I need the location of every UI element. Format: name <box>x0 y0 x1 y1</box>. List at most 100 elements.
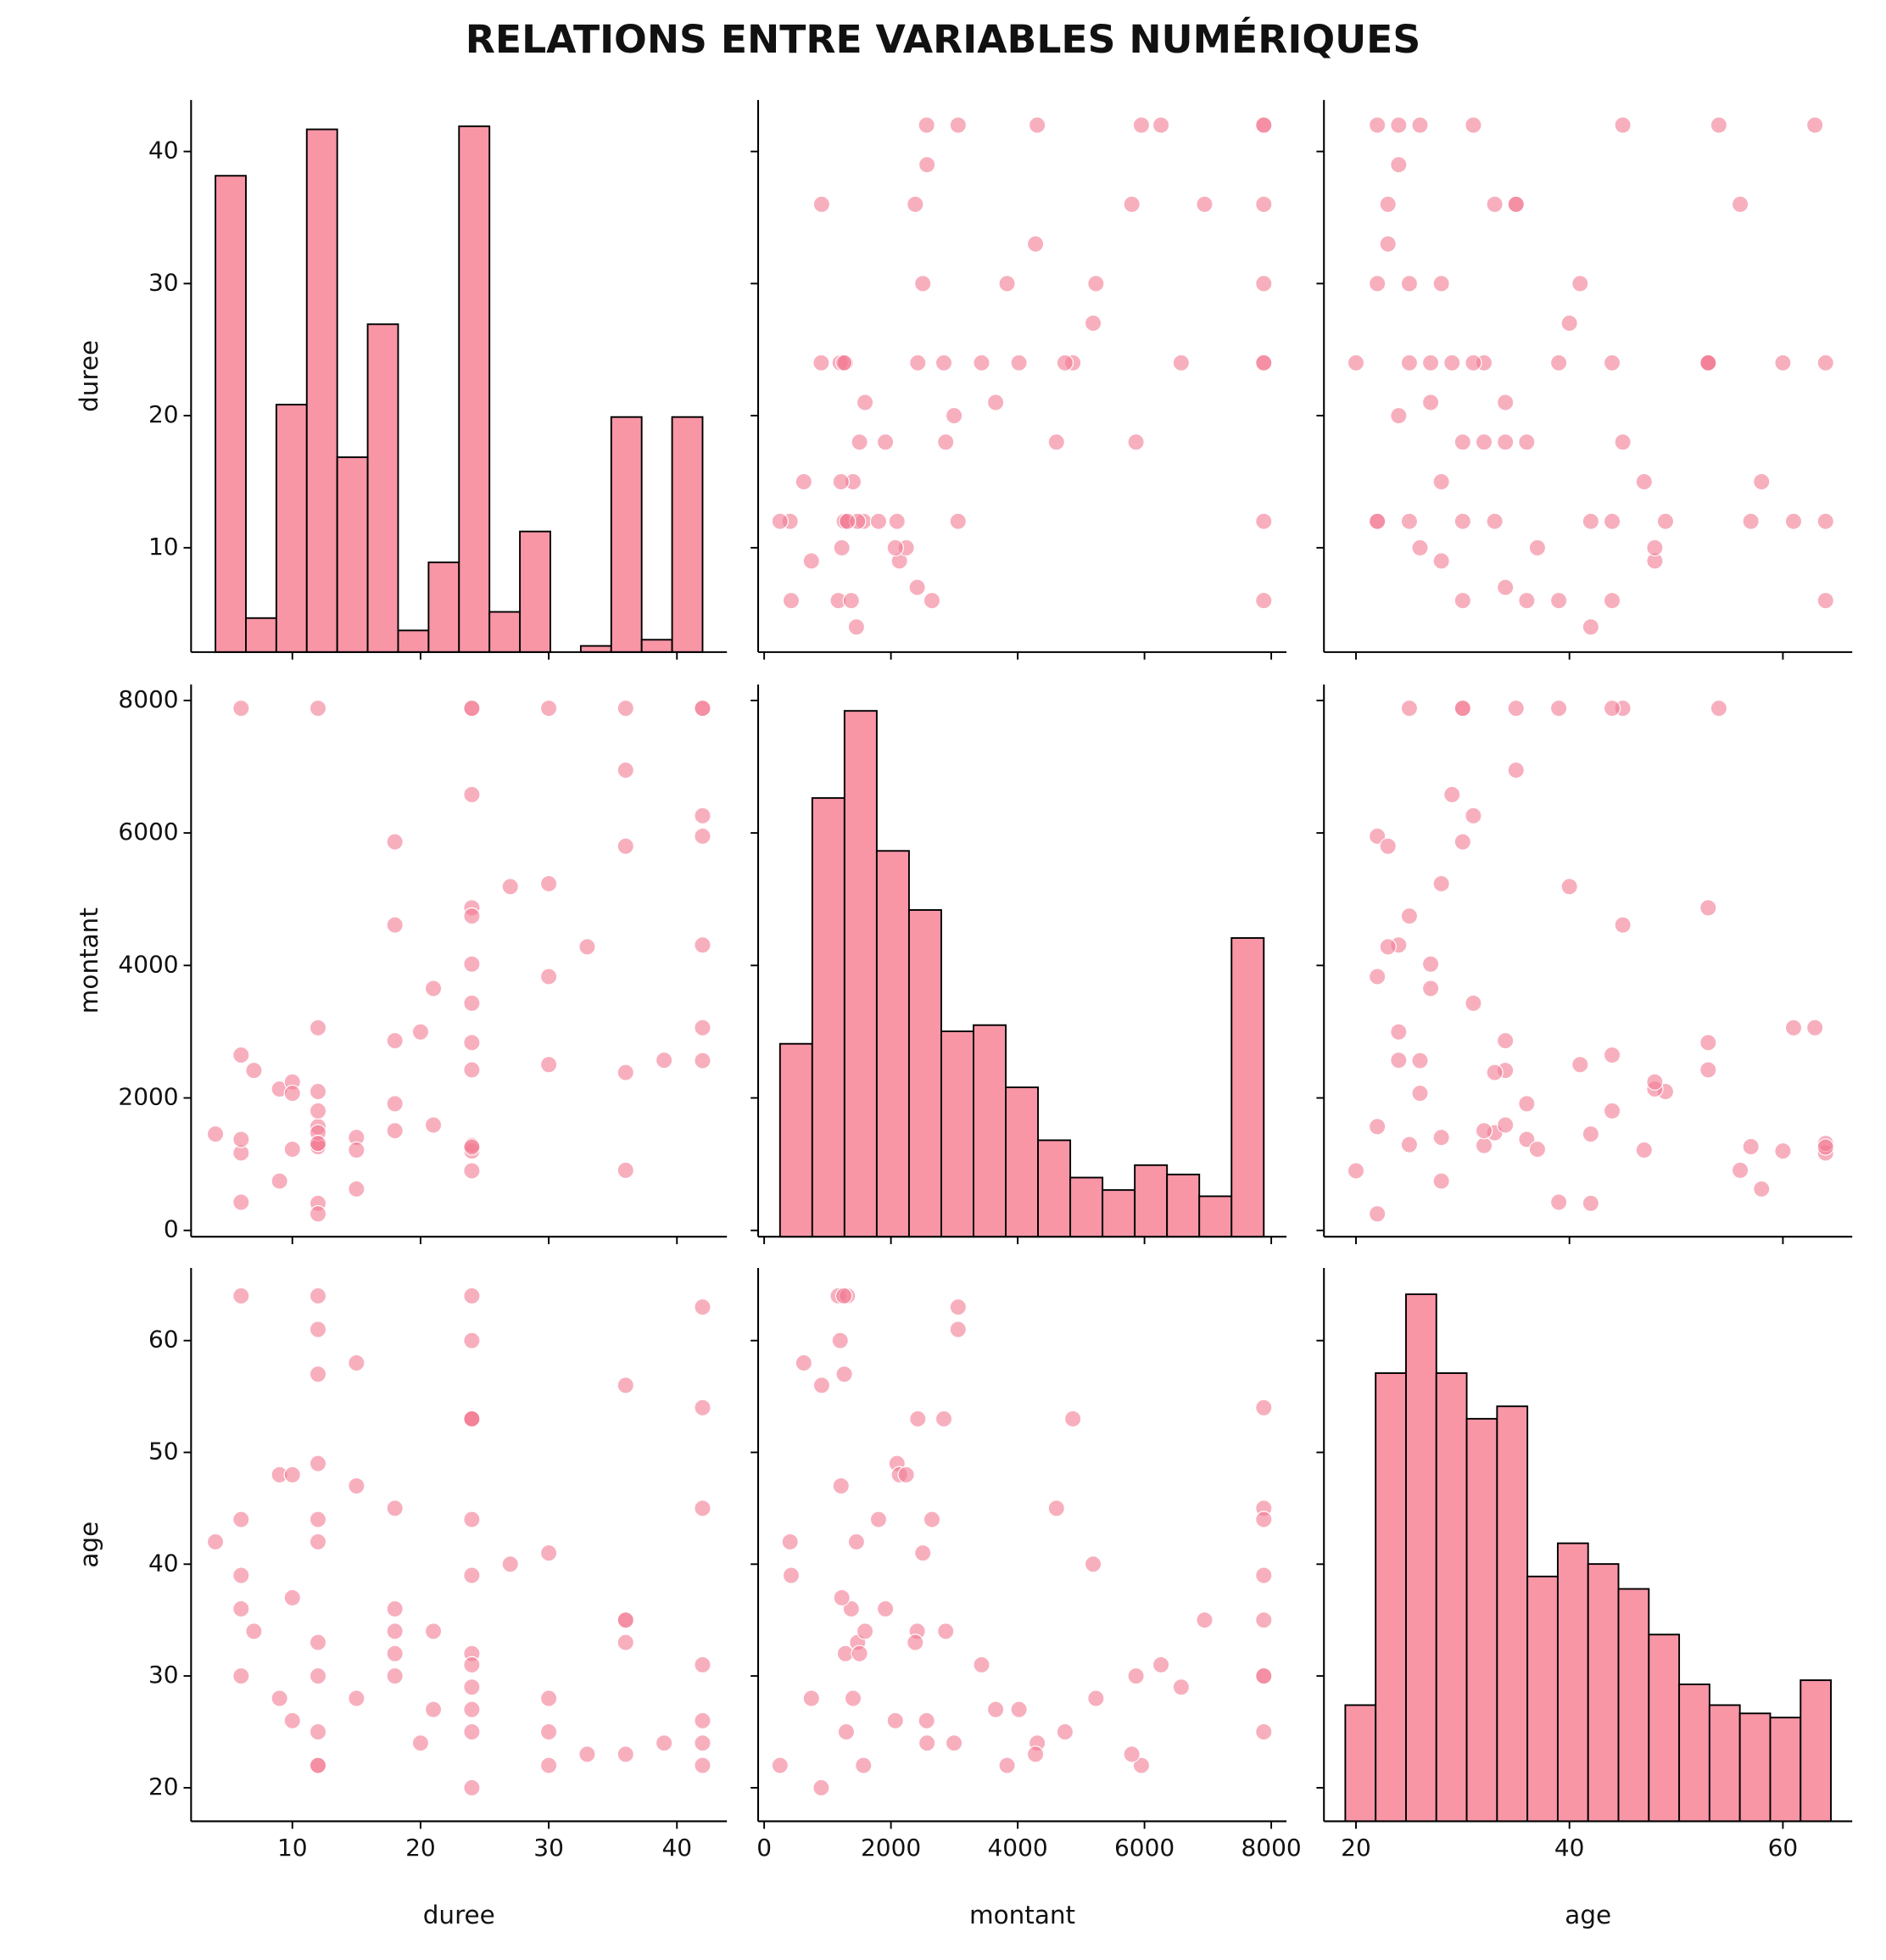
scatter-point <box>1255 1723 1273 1741</box>
scatter-point <box>1507 195 1525 214</box>
scatter-point <box>837 1723 856 1741</box>
scatter-point <box>1010 354 1028 371</box>
scatter-point <box>463 785 481 804</box>
scatter-point <box>309 1321 327 1338</box>
histogram-bar <box>640 639 673 653</box>
histogram-bar <box>778 1042 813 1238</box>
scatter-point <box>1549 354 1568 371</box>
scatter-point <box>1603 699 1621 718</box>
scatter-point <box>1614 116 1632 134</box>
scatter-point <box>539 1723 558 1741</box>
histogram-bar <box>843 710 878 1238</box>
scatter-point <box>1172 1678 1191 1696</box>
scatter-point <box>1368 275 1387 293</box>
y-axis-label: age <box>75 1522 103 1568</box>
panel: 20 30 40 50 60 10 20 30 40 <box>148 1267 728 1862</box>
scatter-point <box>578 1745 596 1763</box>
scatter-point <box>232 1287 250 1305</box>
scatter-point <box>1063 1410 1082 1428</box>
scatter-point <box>1432 275 1450 293</box>
scatter-point <box>1518 1131 1536 1148</box>
scatter-point <box>1411 539 1429 557</box>
scatter-point <box>232 1046 250 1064</box>
scatter-point <box>539 1756 558 1774</box>
scatter-point <box>998 275 1016 293</box>
scatter-point <box>309 1633 327 1651</box>
scatter-point <box>1368 1118 1387 1136</box>
histogram-bar <box>1069 1176 1104 1238</box>
x-tick-label: 60 <box>1768 1834 1799 1862</box>
scatter-point <box>1368 1205 1387 1223</box>
scatter-point <box>1368 827 1387 846</box>
scatter-point <box>771 1756 789 1774</box>
scatter-point <box>309 1533 327 1551</box>
histogram-bar <box>940 1030 974 1238</box>
scatter-point <box>348 1141 365 1159</box>
scatter-point <box>888 512 906 530</box>
scatter-point <box>463 1410 481 1428</box>
scatter-point <box>1421 394 1440 411</box>
scatter-point <box>918 1712 935 1729</box>
scatter-point <box>986 394 1005 411</box>
scatter-point <box>973 354 990 371</box>
panel <box>1316 99 1853 660</box>
scatter-point <box>1196 1611 1214 1629</box>
scatter-point <box>1560 314 1578 332</box>
x-tick-label: 6000 <box>1114 1834 1175 1862</box>
histogram-bar <box>1198 1195 1233 1238</box>
scatter-point <box>1454 699 1472 718</box>
scatter-point <box>245 1622 263 1640</box>
scatter-point <box>694 1499 711 1517</box>
scatter-point <box>1646 1073 1664 1091</box>
scatter-point <box>1026 1745 1045 1763</box>
x-tick-label: 20 <box>1341 1834 1371 1862</box>
histogram-bar <box>488 611 522 653</box>
scatter-point <box>1731 1161 1749 1180</box>
scatter-point <box>694 827 711 846</box>
x-tick-label: 10 <box>277 1834 308 1862</box>
histogram-bar <box>427 561 460 653</box>
scatter-point <box>694 1756 711 1774</box>
scatter-point <box>1742 512 1760 530</box>
y-axis-label: duree <box>75 340 103 412</box>
scatter-point <box>1454 512 1472 530</box>
histogram-bar <box>1005 1086 1040 1238</box>
scatter-point <box>918 156 936 174</box>
scatter-point <box>386 1600 404 1618</box>
scatter-point <box>206 1533 225 1551</box>
scatter-point <box>1699 1061 1717 1079</box>
histogram-bar <box>366 323 399 653</box>
scatter-point <box>1047 1499 1065 1517</box>
scatter-point <box>694 936 711 954</box>
x-tick-label: 20 <box>405 1834 436 1862</box>
scatter-point <box>1603 354 1621 371</box>
chart-title: RELATIONS ENTRE VARIABLES NUMÉRIQUES <box>466 16 1420 62</box>
histogram-bar <box>1678 1684 1710 1823</box>
x-tick-label: 40 <box>1554 1834 1585 1862</box>
y-tick-label: 4000 <box>118 950 178 978</box>
scatter-point <box>1497 1116 1515 1134</box>
panel: 0 2000 4000 6000 8000 <box>750 1267 1302 1862</box>
scatter-point <box>617 1064 634 1081</box>
scatter-point <box>1432 1172 1450 1190</box>
scatter-point <box>1127 1667 1145 1685</box>
scatter-point <box>1411 116 1429 134</box>
scatter-point <box>1731 195 1749 214</box>
histogram-bar <box>397 629 430 653</box>
scatter-point <box>973 1656 990 1674</box>
scatter-point <box>1635 472 1653 491</box>
scatter-point <box>1486 512 1504 530</box>
scatter-point <box>1390 156 1408 174</box>
scatter-point <box>909 354 927 371</box>
scatter-point <box>1571 275 1589 293</box>
scatter-point <box>1400 907 1419 925</box>
scatter-point <box>1710 699 1728 718</box>
scatter-point <box>655 1051 673 1069</box>
scatter-point <box>1255 116 1273 134</box>
scatter-point <box>1390 1023 1408 1041</box>
scatter-point <box>1432 472 1450 491</box>
histogram-bar <box>1166 1173 1201 1238</box>
scatter-point <box>1443 354 1461 371</box>
scatter-point <box>655 1734 673 1752</box>
scatter-point <box>855 1756 873 1774</box>
